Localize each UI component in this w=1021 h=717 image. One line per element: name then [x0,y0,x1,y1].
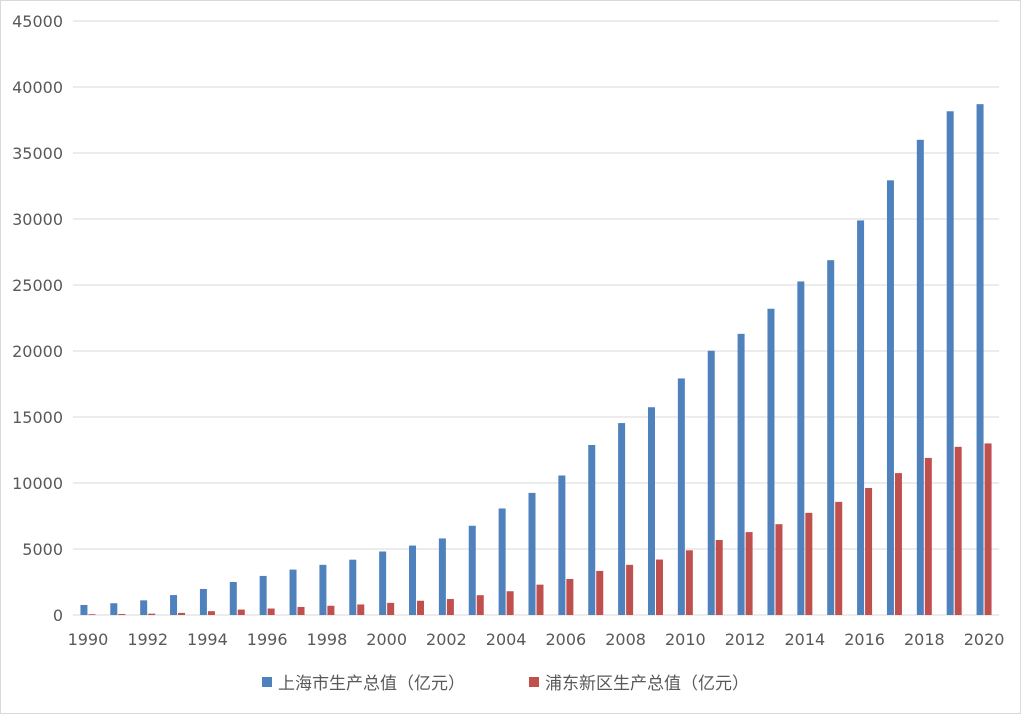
bar-shanghai-gdp [797,281,805,615]
bar-pudong-gdp [267,608,275,615]
bar-pudong-gdp [984,443,992,615]
bar-shanghai-gdp [857,220,865,615]
bar-pudong-gdp [297,606,305,615]
x-tick-label: 2008 [605,630,646,649]
bar-shanghai-gdp [259,575,267,615]
bar-pudong-gdp [88,614,96,615]
bar-pudong-gdp [805,512,813,615]
bar-pudong-gdp [357,604,365,615]
bar-shanghai-gdp [677,378,685,615]
x-tick-label: 1998 [307,630,348,649]
x-tick-label: 2004 [486,630,527,649]
x-tick-label: 1994 [187,630,228,649]
bar-pudong-gdp [626,564,634,615]
bar-pudong-gdp [178,612,186,615]
x-tick-label: 2018 [904,630,945,649]
bar-pudong-gdp [506,591,514,615]
y-tick-label: 0 [53,606,63,625]
bar-pudong-gdp [835,501,843,615]
legend-label: 浦东新区生产总值（亿元） [545,674,749,694]
bar-pudong-gdp [596,570,604,615]
x-tick-label: 2012 [725,630,766,649]
bar-shanghai-gdp [409,545,417,615]
bar-shanghai-gdp [289,569,297,615]
bar-pudong-gdp [476,595,484,615]
bar-pudong-gdp [118,614,126,615]
bar-pudong-gdp [775,524,783,615]
y-tick-label: 10000 [12,474,63,493]
x-tick-label: 2010 [665,630,706,649]
bar-shanghai-gdp [976,104,984,615]
y-tick-label: 35000 [12,144,63,163]
bar-pudong-gdp [865,488,873,615]
bar-pudong-gdp [387,602,395,615]
bar-pudong-gdp [327,605,335,615]
x-tick-label: 2002 [426,630,467,649]
bar-pudong-gdp [924,457,932,615]
bar-shanghai-gdp [916,139,924,616]
bar-pudong-gdp [745,532,753,615]
x-tick-label: 2014 [784,630,825,649]
x-tick-label: 2000 [366,630,407,649]
bar-shanghai-gdp [229,582,237,615]
bar-shanghai-gdp [349,559,357,615]
bar-pudong-gdp [655,559,663,615]
bar-shanghai-gdp [528,492,536,615]
x-tick-label: 2016 [844,630,885,649]
bar-shanghai-gdp [886,180,894,615]
bar-shanghai-gdp [827,260,835,615]
y-tick-label: 45000 [12,12,63,31]
bar-shanghai-gdp [946,111,954,616]
bar-shanghai-gdp [707,350,715,615]
bar-shanghai-gdp [588,444,596,615]
bar-shanghai-gdp [80,604,88,615]
bar-shanghai-gdp [379,551,387,615]
bar-pudong-gdp [894,473,902,615]
y-tick-label: 20000 [12,342,63,361]
bar-shanghai-gdp [558,475,566,615]
bar-pudong-gdp [685,550,693,615]
bar-shanghai-gdp [319,564,327,615]
bar-pudong-gdp [148,613,156,615]
x-tick-label: 1992 [127,630,168,649]
y-tick-label: 40000 [12,78,63,97]
x-tick-label: 1996 [247,630,288,649]
bar-pudong-gdp [417,600,425,615]
bar-shanghai-gdp [618,423,626,615]
bar-shanghai-gdp [140,600,148,615]
x-tick-label: 2006 [546,630,587,649]
bar-pudong-gdp [954,446,962,615]
bar-shanghai-gdp [498,508,506,615]
y-tick-label: 25000 [12,276,63,295]
x-tick-label: 1990 [68,630,109,649]
bar-shanghai-gdp [170,595,178,615]
bar-pudong-gdp [207,611,215,615]
bar-shanghai-gdp [438,538,446,615]
bar-shanghai-gdp [767,308,775,615]
bar-pudong-gdp [446,599,454,615]
y-tick-label: 30000 [12,210,63,229]
legend-label: 上海市生产总值（亿元） [278,674,465,694]
bar-shanghai-gdp [110,603,118,615]
bar-pudong-gdp [237,609,245,615]
bar-shanghai-gdp [647,407,655,615]
y-tick-label: 5000 [22,540,63,559]
bar-shanghai-gdp [468,525,476,615]
bar-pudong-gdp [536,584,544,615]
bar-pudong-gdp [566,578,574,615]
bar-pudong-gdp [715,540,723,615]
y-tick-label: 15000 [12,408,63,427]
bar-shanghai-gdp [199,588,207,615]
legend-swatch [262,677,272,687]
x-tick-label: 2020 [964,630,1005,649]
bar-shanghai-gdp [737,333,745,615]
legend-swatch [529,677,539,687]
